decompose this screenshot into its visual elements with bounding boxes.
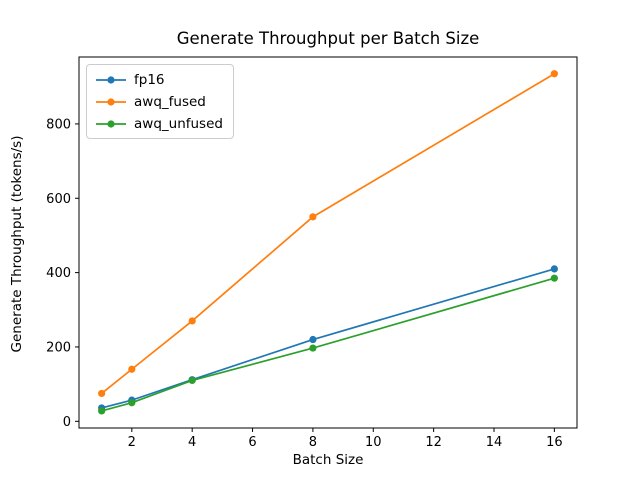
data-point-fp16 [309, 335, 317, 344]
y-tick-label: 400 [46, 266, 71, 281]
x-tick-label: 6 [248, 435, 256, 450]
series-line-awq_unfused [101, 277, 555, 412]
data-point-awq_unfused [188, 376, 196, 385]
x-tick-label: 12 [425, 435, 442, 450]
legend-swatch-awq_unfused [96, 119, 126, 128]
legend-swatch-awq_fused [96, 97, 126, 106]
legend-item-awq_unfused: awq_unfused [95, 114, 223, 133]
data-point-awq_unfused [550, 274, 558, 282]
y-tick-label: 200 [46, 340, 71, 355]
legend-swatch-fp16 [96, 75, 126, 84]
data-point-awq_fused [128, 365, 136, 373]
legend-label-awq_fused: awq_fused [134, 93, 206, 110]
x-axis-label: Batch Size [292, 452, 364, 468]
data-point-awq_fused [98, 389, 106, 398]
axes-frame [78, 56, 578, 429]
legend-marker-awq_unfused [107, 119, 115, 128]
data-point-awq_fused [188, 317, 196, 325]
x-tick-label: 2 [128, 435, 136, 450]
x-tick-label: 10 [365, 435, 382, 450]
legend-item-awq_fused: awq_fused [95, 92, 223, 111]
data-point-awq_fused [550, 70, 558, 78]
legend-marker-fp16 [107, 75, 115, 84]
data-point-awq_unfused [128, 399, 136, 407]
legend-item-fp16: fp16 [95, 70, 223, 89]
legend: fp16 awq_fused awq_unfused [86, 64, 234, 139]
y-axis-label: Generate Throughput (tokens/s) [9, 135, 25, 353]
data-point-awq_fused [309, 213, 317, 221]
x-tick-label: 14 [486, 435, 503, 450]
legend-label-fp16: fp16 [134, 71, 165, 88]
legend-label-awq_unfused: awq_unfused [134, 115, 223, 132]
y-tick-label: 800 [46, 117, 71, 132]
data-point-awq_unfused [309, 344, 317, 352]
data-point-fp16 [550, 265, 558, 273]
chart-title: Generate Throughput per Batch Size [176, 29, 480, 48]
data-point-awq_unfused [98, 407, 106, 415]
legend-marker-awq_fused [107, 97, 115, 106]
y-tick-label: 600 [46, 192, 71, 207]
x-tick-label: 4 [188, 435, 196, 450]
x-tick-label: 8 [309, 435, 317, 450]
y-tick-label: 0 [63, 415, 71, 430]
x-tick-label: 16 [546, 435, 563, 450]
